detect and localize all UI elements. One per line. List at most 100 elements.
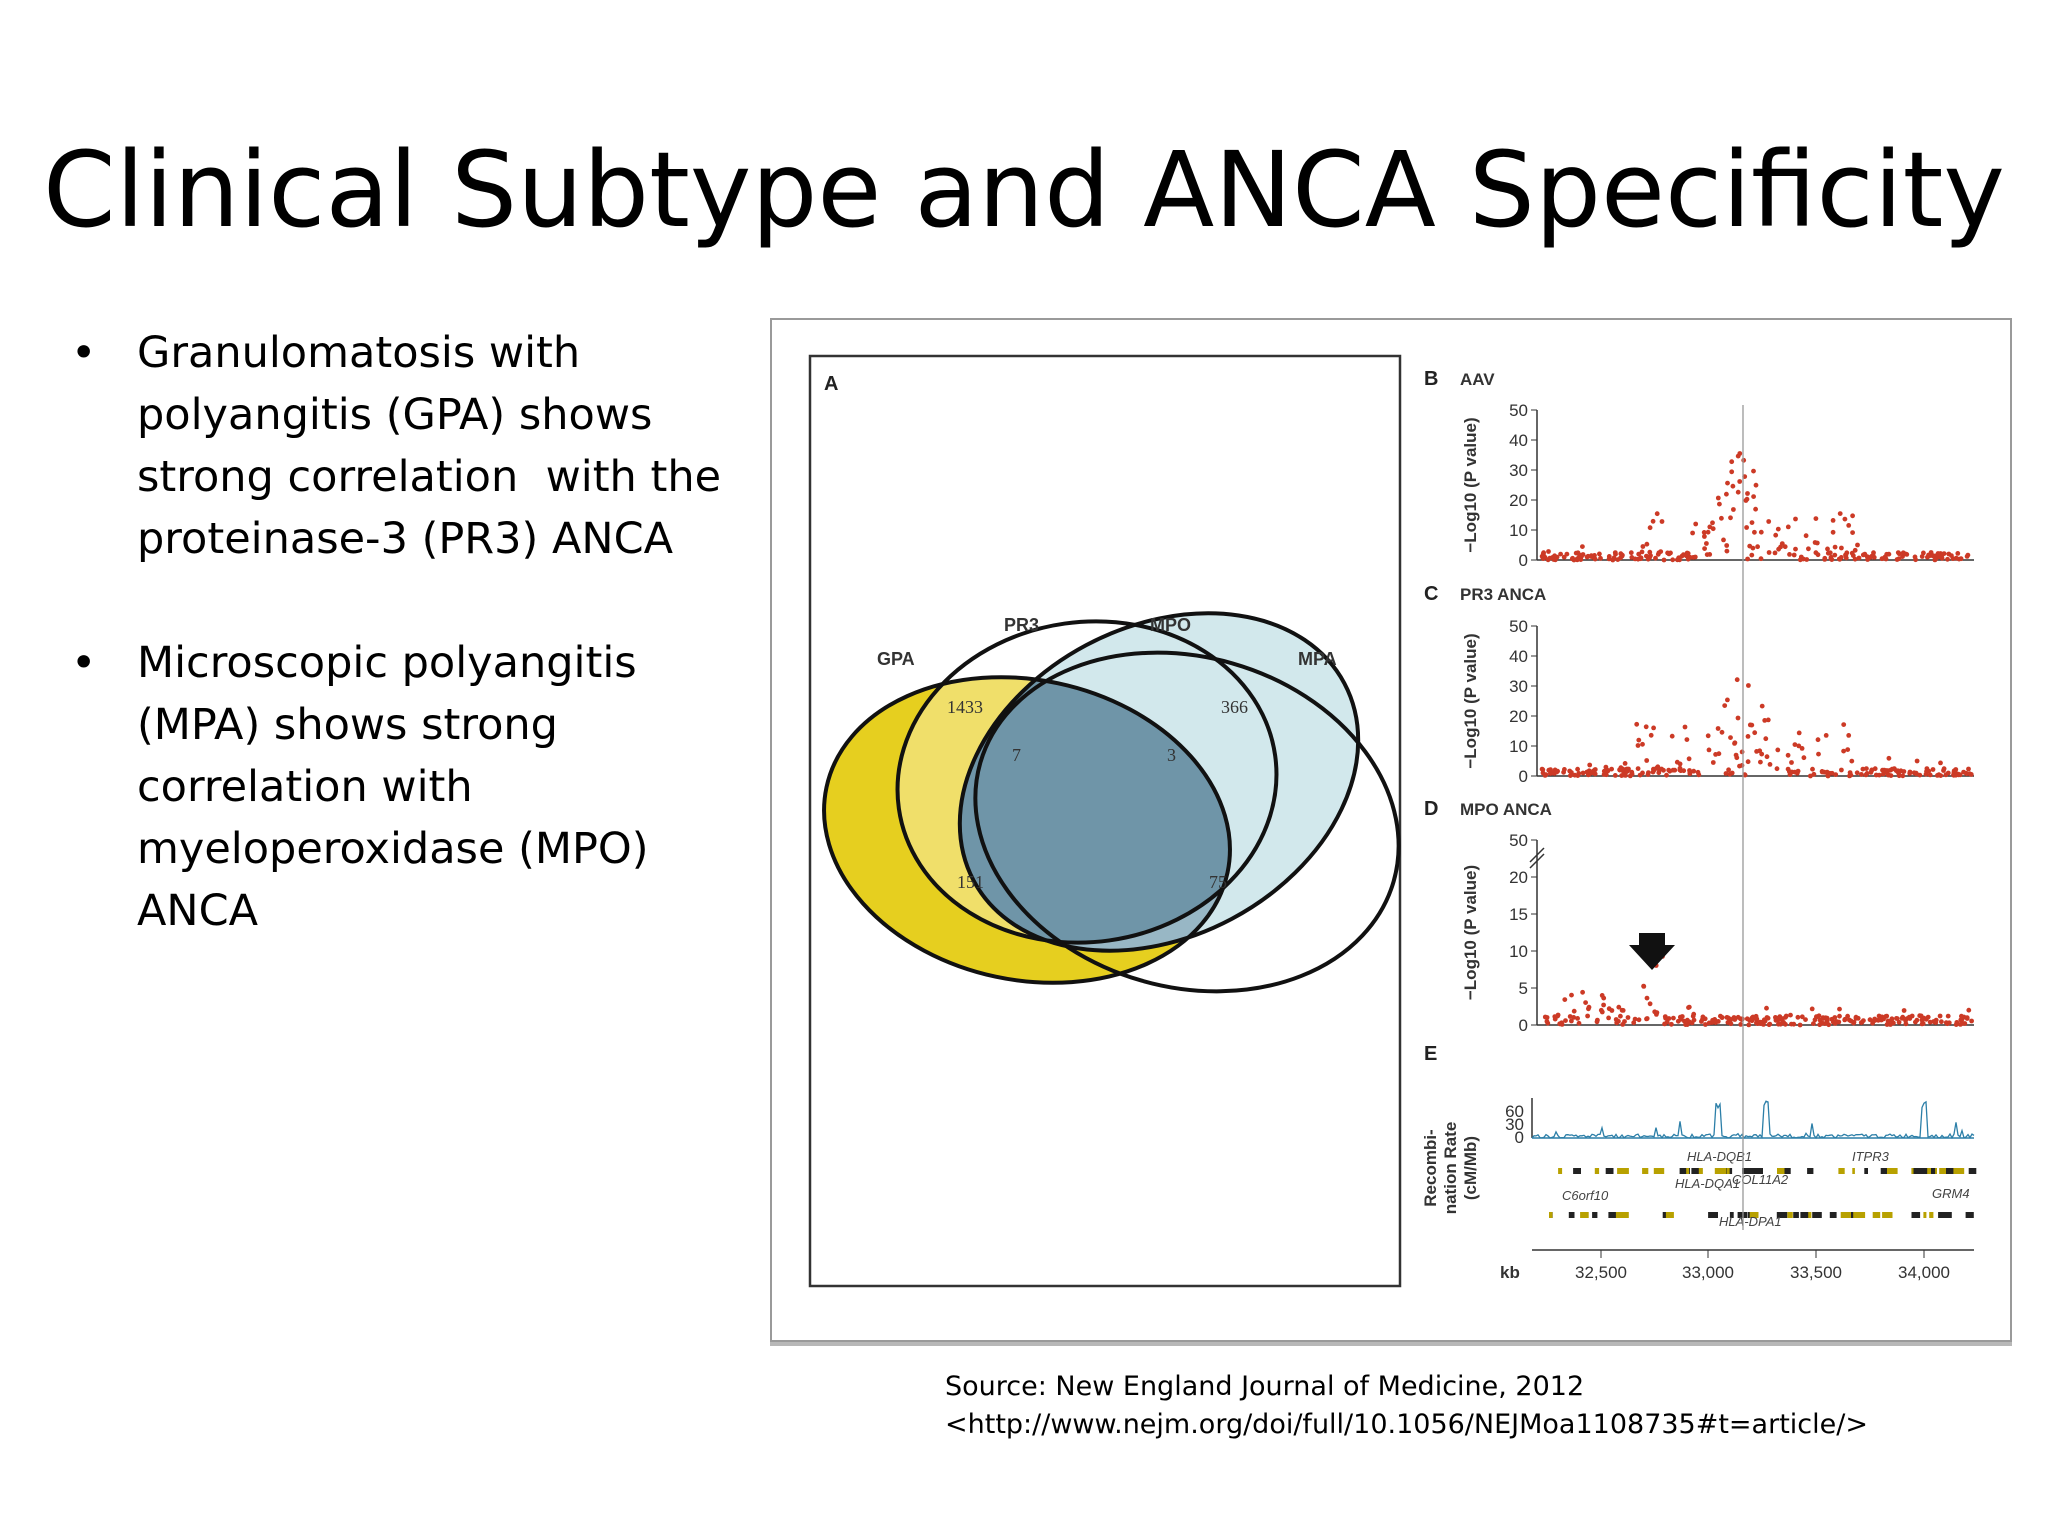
- snp-point: [1561, 554, 1567, 560]
- gene-block: [1776, 1212, 1788, 1218]
- gene-block: [1549, 1212, 1553, 1218]
- snp-point: [1628, 550, 1634, 556]
- snp-point: [1800, 556, 1806, 562]
- panel-letter: D: [1424, 798, 1438, 820]
- snp-point: [1792, 769, 1798, 775]
- snp-point: [1613, 551, 1618, 557]
- snp-point: [1927, 772, 1933, 778]
- snp-point: [1706, 1020, 1712, 1026]
- bullet-line: polyangitis (GPA) shows: [137, 390, 653, 440]
- snp-point: [1791, 552, 1797, 558]
- venn-label-pr3: PR3: [1004, 615, 1039, 635]
- snp-point: [1766, 550, 1772, 555]
- snp-point: [1749, 552, 1755, 558]
- gene-block: [1853, 1212, 1866, 1218]
- snp-point: [1820, 1020, 1825, 1026]
- snp-point: [1597, 551, 1602, 557]
- snp-point: [1896, 1019, 1902, 1025]
- gene-block: [1568, 1212, 1575, 1218]
- snp-point: [1837, 1013, 1842, 1019]
- recomb-ylabel-line: Recombi-: [1421, 1129, 1440, 1206]
- snp-point: [1913, 557, 1918, 563]
- snp-point: [1576, 1020, 1582, 1026]
- snp-point: [1859, 1019, 1865, 1025]
- panel-ylabel: −Log10 (P value): [1461, 633, 1480, 768]
- snp-point: [1953, 767, 1959, 772]
- snp-point: [1901, 1008, 1907, 1013]
- panel-ylabel: −Log10 (P value): [1461, 417, 1480, 552]
- gene-block: [1938, 1212, 1946, 1218]
- snp-point: [1750, 1014, 1756, 1020]
- snp-point: [1864, 771, 1870, 776]
- y-tick-label: 0: [1519, 551, 1528, 570]
- gene-label: COL11A2: [1732, 1172, 1789, 1187]
- y-tick-label: 20: [1509, 491, 1528, 510]
- snp-point: [1782, 544, 1788, 550]
- snp-point: [1746, 683, 1751, 688]
- gene-block: [1965, 1212, 1974, 1218]
- snp-point: [1933, 556, 1939, 562]
- snp-point: [1860, 766, 1866, 772]
- snp-point: [1847, 1017, 1852, 1023]
- recomb-panel-letter: E: [1424, 1043, 1437, 1065]
- gene-block: [1753, 1168, 1763, 1174]
- gene-block: [1887, 1168, 1898, 1174]
- y-tick-label: 40: [1509, 431, 1528, 450]
- venn-label-mpa: MPA: [1298, 649, 1337, 669]
- snp-point: [1764, 754, 1770, 760]
- snp-point: [1837, 1006, 1842, 1012]
- snp-point: [1959, 1016, 1965, 1022]
- snp-point: [1767, 1021, 1773, 1027]
- snp-point: [1659, 519, 1665, 524]
- snp-point: [1852, 556, 1858, 562]
- bullet-line: Microscopic polyangitis: [137, 638, 637, 688]
- gene-block: [1729, 1212, 1734, 1218]
- snp-point: [1654, 511, 1660, 517]
- snp-point: [1643, 724, 1649, 730]
- snp-point: [1744, 1016, 1750, 1022]
- snp-point: [1860, 552, 1866, 558]
- snp-point: [1781, 1020, 1786, 1025]
- snp-point: [1693, 521, 1699, 527]
- snp-point: [1540, 770, 1546, 776]
- figure-svg: A G: [808, 354, 1977, 1288]
- y-tick-label: 5: [1519, 979, 1528, 998]
- snp-point: [1839, 767, 1844, 773]
- snp-point: [1691, 768, 1697, 774]
- bullet-line: myeloperoxidase (MPO): [137, 824, 649, 874]
- snp-point: [1650, 769, 1656, 775]
- snp-point: [1774, 766, 1780, 772]
- snp-point: [1634, 721, 1640, 727]
- snp-point: [1563, 1018, 1568, 1023]
- snp-point: [1833, 772, 1839, 777]
- snp-point: [1721, 537, 1726, 543]
- gene-block: [1915, 1212, 1919, 1218]
- snp-point: [1884, 768, 1889, 773]
- snp-point: [1644, 995, 1650, 1001]
- snp-point: [1967, 771, 1973, 777]
- snp-point: [1966, 766, 1971, 772]
- snp-point: [1719, 515, 1724, 521]
- snp-point: [1624, 767, 1630, 773]
- y-tick-label: 40: [1509, 647, 1528, 666]
- snp-point: [1539, 766, 1545, 772]
- snp-point: [1811, 1021, 1816, 1026]
- snp-point: [1606, 556, 1612, 562]
- venn-mpa-outline: [973, 650, 1401, 994]
- snp-point: [1705, 529, 1711, 535]
- gene-block: [1931, 1168, 1936, 1174]
- gene-block: [1800, 1212, 1809, 1218]
- snp-point: [1913, 1019, 1918, 1025]
- snp-point: [1683, 1022, 1688, 1027]
- snp-point: [1568, 773, 1573, 778]
- snp-point: [1951, 772, 1956, 778]
- snp-point: [1918, 1013, 1924, 1019]
- gene-block: [1605, 1168, 1614, 1174]
- y-tick-label: 50: [1509, 831, 1528, 850]
- snp-point: [1799, 1014, 1805, 1020]
- panel-title: AAV: [1460, 370, 1495, 389]
- gene-block: [1864, 1168, 1868, 1174]
- snp-point: [1882, 554, 1888, 560]
- snp-point: [1830, 529, 1836, 535]
- snp-point: [1625, 1015, 1631, 1020]
